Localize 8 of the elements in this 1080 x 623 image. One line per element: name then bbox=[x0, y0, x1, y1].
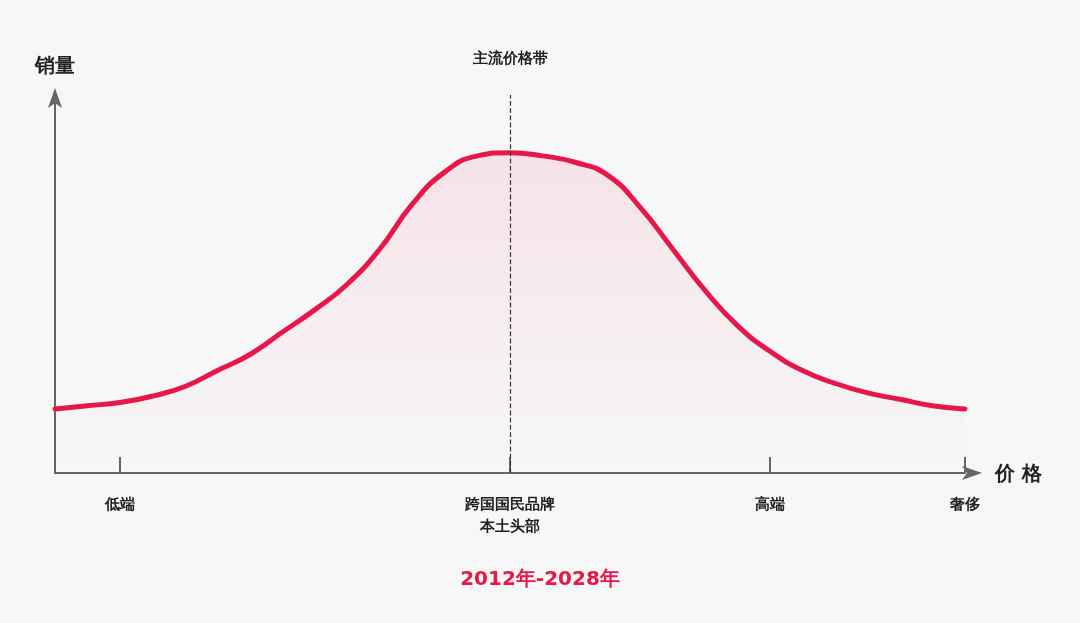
text: 2012年-2028年 bbox=[460, 566, 620, 590]
x-tick-label: 低端 bbox=[104, 495, 135, 513]
x-tick-label: 跨国国民品牌本土头部 bbox=[464, 495, 555, 535]
ref-line-label: 主流价格带 bbox=[471, 48, 548, 67]
x-axis-title: 价 格 bbox=[994, 461, 1043, 485]
x-tick-label: 奢侈 bbox=[949, 495, 980, 513]
x-tick-label: 高端 bbox=[755, 495, 785, 513]
y-axis-title: 销量 bbox=[34, 53, 75, 77]
